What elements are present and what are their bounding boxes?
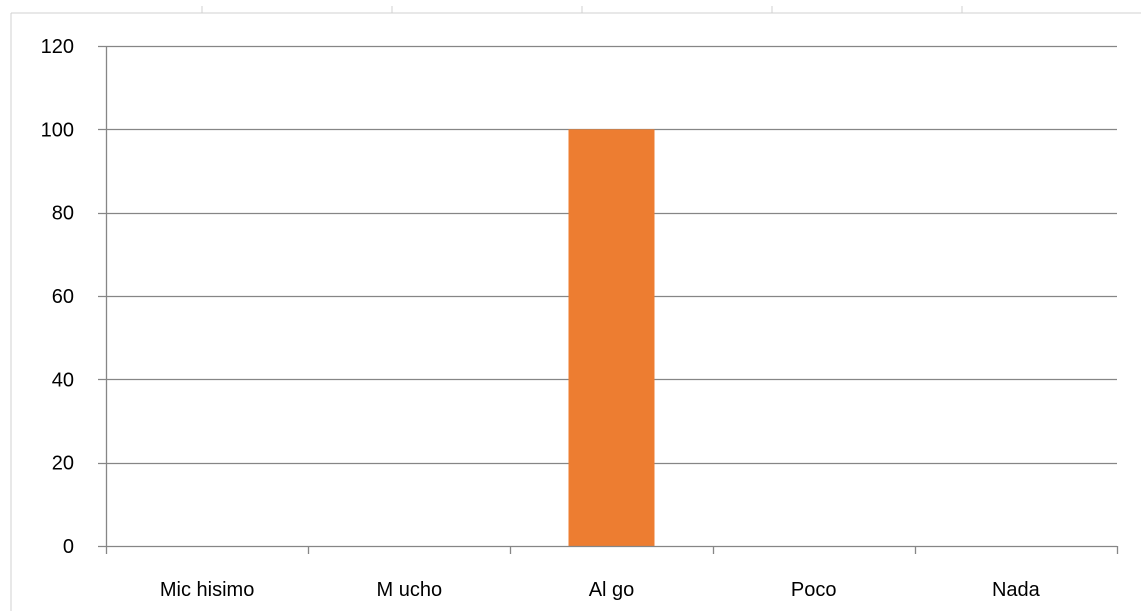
x-tick-label-1: M ucho <box>377 579 443 601</box>
x-tick-label-0: Mic hisimo <box>160 579 254 601</box>
y-tick-label-100: 100 <box>41 119 74 141</box>
y-tick-label-80: 80 <box>52 203 74 225</box>
y-tick-label-40: 40 <box>52 369 74 391</box>
x-tick-label-2: Al go <box>589 579 635 601</box>
bars <box>568 129 655 547</box>
y-tick-label-20: 20 <box>52 453 74 475</box>
axes <box>98 46 1119 554</box>
y-tick-label-120: 120 <box>41 36 74 58</box>
x-tick-label-3: Poco <box>791 579 837 601</box>
x-tick-labels: Mic hisimo M ucho Al go Poco Nada <box>160 579 1041 601</box>
y-tick-label-60: 60 <box>52 286 74 308</box>
y-tick-labels: 0 20 40 60 80 100 120 <box>41 36 74 558</box>
x-tick-label-4: Nada <box>992 579 1041 601</box>
chart-frame <box>10 6 1141 611</box>
y-tick-label-0: 0 <box>63 536 74 558</box>
bar-al-go <box>568 129 655 547</box>
